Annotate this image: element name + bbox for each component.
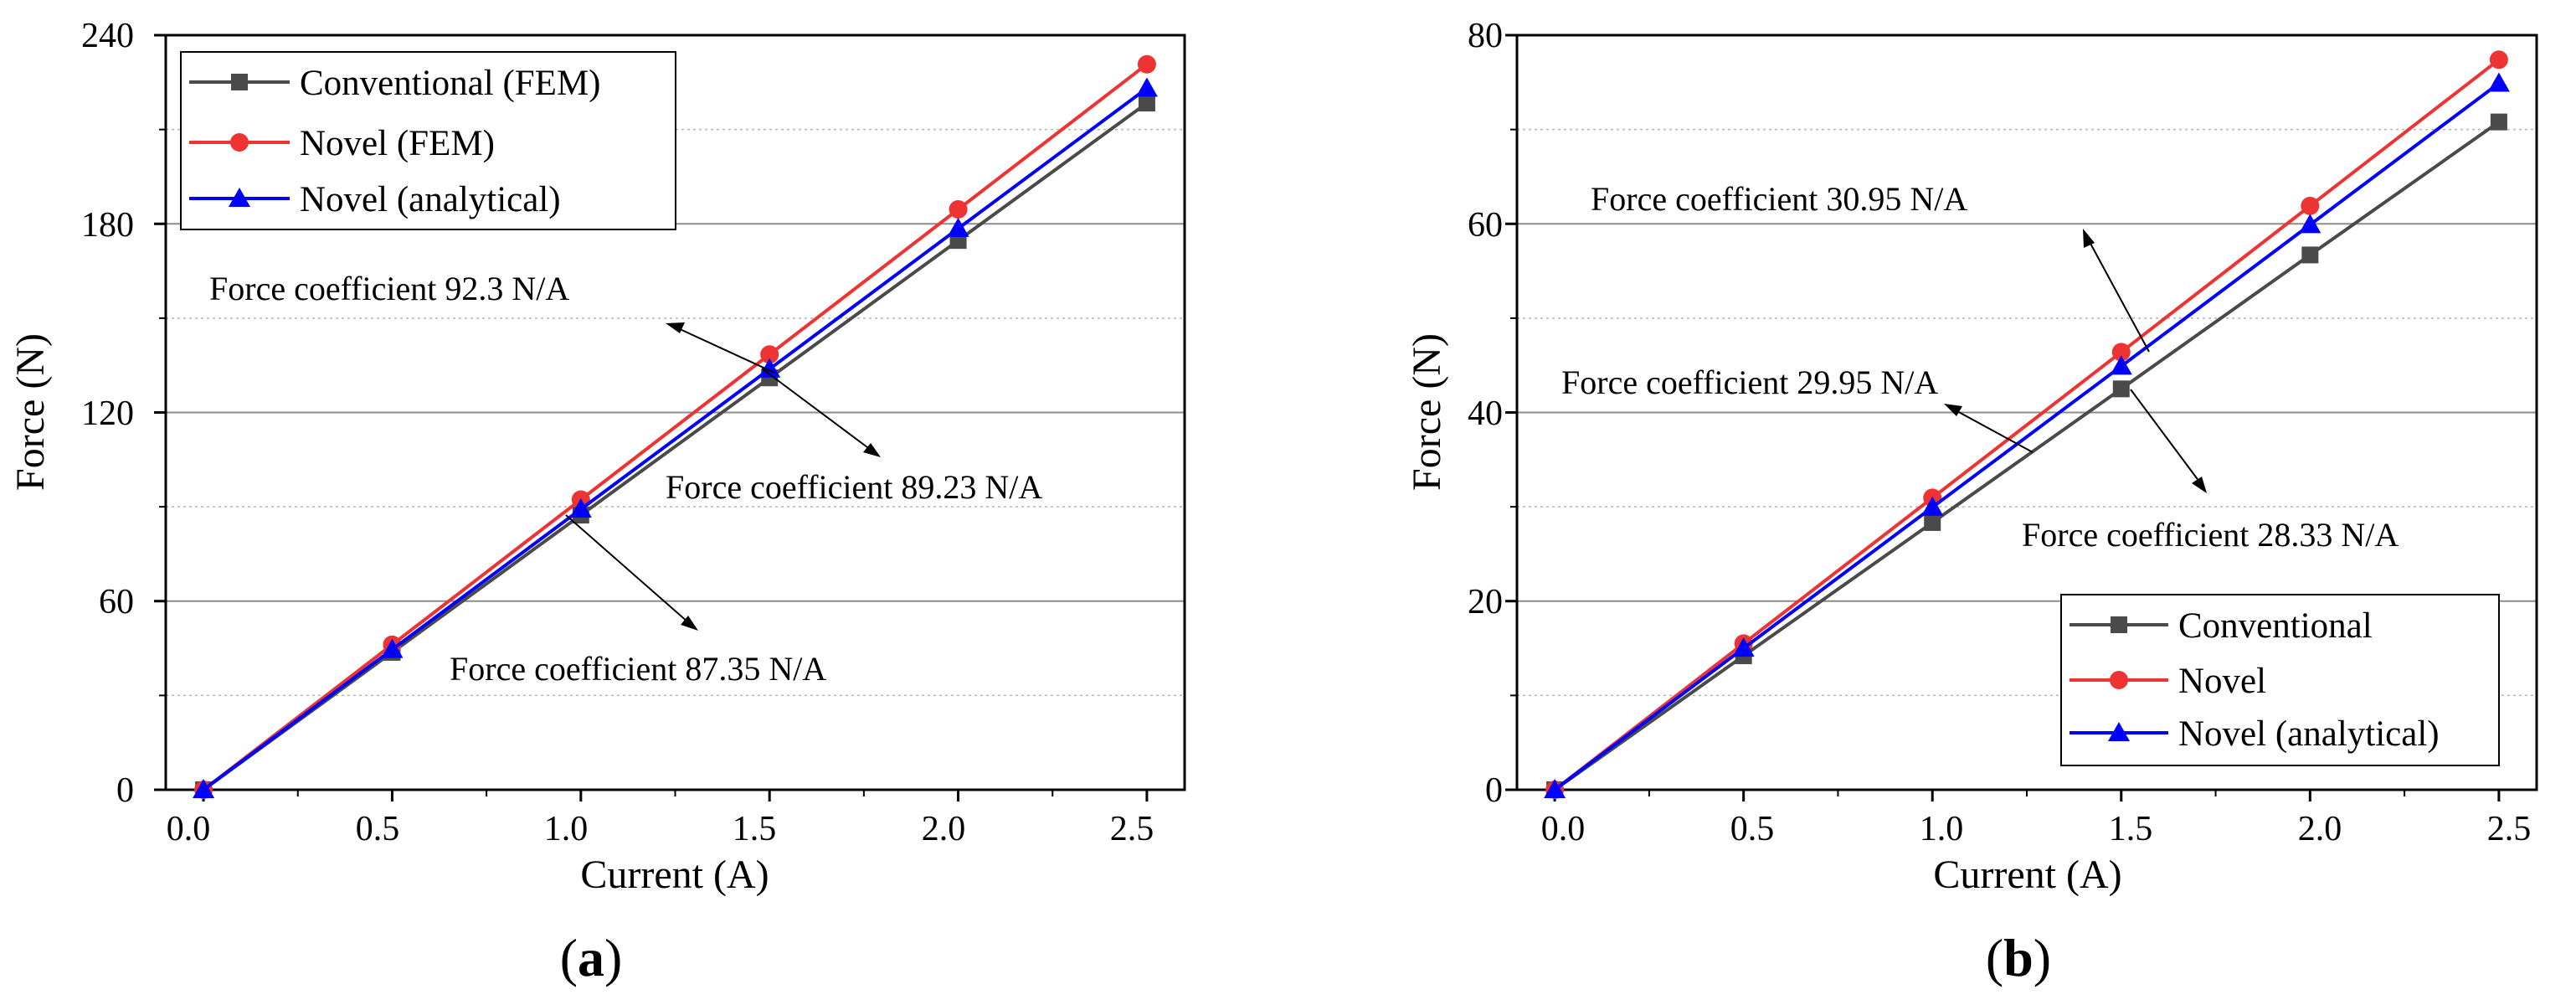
y-tick-label: 240: [81, 17, 134, 55]
series-conventional-line: [1553, 120, 2501, 791]
data-point-triangle: [1135, 77, 1158, 97]
data-point-triangle: [381, 638, 404, 658]
x-tick-label: 2.5: [2487, 810, 2532, 848]
legend-entry-conventional: Conventional: [2070, 606, 2373, 646]
annotation-text: Force coefficient 87.35 N/A: [450, 650, 826, 688]
annotation-text: Force coefficient 28.33 N/A: [2022, 516, 2399, 554]
data-point-triangle: [193, 779, 215, 798]
data-point-square: [2490, 113, 2507, 131]
series-conventional-fem-line: [202, 101, 1149, 791]
legend-entry-novel-analytical: Novel (analytical): [189, 180, 561, 219]
y-tick-label: 180: [81, 206, 134, 245]
data-point-square: [2112, 380, 2130, 398]
x-tick-label: 0.5: [1730, 810, 1775, 848]
series-group: [1544, 50, 2510, 799]
y-tick-label: 0: [116, 771, 134, 810]
x-tick-label: 0.0: [167, 810, 211, 848]
y-tick-label: 0: [1485, 771, 1503, 810]
x-tick-label: 0.0: [1541, 810, 1586, 848]
data-point-square: [1138, 95, 1155, 112]
data-point-triangle: [1732, 637, 1755, 657]
x-tick-label: 1.5: [733, 810, 777, 848]
annotation-text: Force coefficient 30.95 N/A: [1591, 180, 1967, 218]
svg-text:Conventional (FEM): Conventional (FEM): [300, 64, 601, 103]
series-novel-analytical-line: [1553, 81, 2501, 791]
chart-panel-a: 0.0 0.5 1.0 1.5 2.0 2.5 0 60 120 180 240…: [8, 17, 1186, 987]
legend-entry-novel-fem: Novel (FEM): [189, 124, 495, 163]
legend: Conventional Novel Novel (analytical): [2060, 594, 2500, 766]
series-novel-fem-line: [202, 63, 1149, 791]
x-tick-label: 2.5: [1110, 810, 1154, 848]
svg-text:Novel (analytical): Novel (analytical): [300, 180, 561, 219]
x-tick-label: 1.0: [1920, 810, 1964, 848]
y-tick-label: 120: [81, 394, 134, 433]
y-axis-label: Force (N): [1405, 333, 1449, 491]
data-point-triangle: [2110, 355, 2132, 375]
data-point-square: [1924, 513, 1941, 531]
y-tick-label: 60: [99, 583, 134, 621]
series-novel-analytical-line: [202, 86, 1149, 791]
series-group: [193, 54, 1158, 799]
data-point-triangle: [1544, 779, 1566, 798]
x-tick-label: 1.0: [544, 810, 589, 848]
annotation-text: Force coefficient 92.3 N/A: [209, 270, 569, 307]
annotation-text: Force coefficient 29.95 N/A: [1561, 363, 1938, 401]
y-tick-label: 80: [1468, 17, 1503, 55]
data-point-circle: [760, 345, 779, 364]
panel-label: (a): [560, 928, 623, 987]
x-tick-label: 0.5: [356, 810, 400, 848]
data-point-triangle: [1921, 496, 1944, 516]
y-tick-label: 40: [1468, 394, 1503, 433]
legend-entry-novel: Novel: [2070, 662, 2266, 701]
data-point-circle: [2111, 343, 2131, 362]
svg-text:Conventional: Conventional: [2178, 606, 2373, 646]
x-tick-label: 2.0: [922, 810, 966, 848]
data-point-circle: [949, 199, 968, 219]
data-point-triangle: [947, 217, 969, 237]
svg-text:Novel: Novel: [2178, 662, 2266, 701]
data-point-triangle: [2299, 214, 2321, 234]
x-axis-label: Current (A): [1933, 853, 2121, 897]
legend: Conventional (FEM) Novel (FEM) Novel (an…: [180, 51, 676, 230]
x-axis-label: Current (A): [580, 853, 769, 897]
data-point-square: [2301, 246, 2319, 264]
data-point-circle: [2489, 50, 2508, 70]
annotation-arrows: [565, 322, 881, 631]
legend-entry-novel-analytical: Novel (analytical): [2070, 714, 2440, 754]
axis-ticks: [154, 34, 1149, 801]
annotation-text: Force coefficient 89.23 N/A: [666, 468, 1042, 506]
data-point-triangle: [569, 498, 592, 518]
chart-panel-b: 0.0 0.5 1.0 1.5 2.0 2.5 0 20 40 60 80 Cu…: [1405, 17, 2538, 987]
legend-entry-conventional-fem: Conventional (FEM): [189, 64, 601, 103]
series-novel-line: [1553, 58, 2501, 791]
x-tick-label: 2.0: [2298, 810, 2342, 848]
panel-label: (b): [1986, 928, 2051, 987]
svg-text:Novel (analytical): Novel (analytical): [2178, 714, 2440, 754]
y-tick-label: 60: [1468, 206, 1503, 245]
data-point-triangle: [2487, 72, 2510, 92]
svg-text:Novel (FEM): Novel (FEM): [300, 124, 495, 163]
x-tick-label: 1.5: [2109, 810, 2153, 848]
y-tick-label: 20: [1468, 583, 1503, 621]
data-point-triangle: [758, 358, 781, 378]
data-point-circle: [1137, 54, 1156, 74]
annotation-arrows: [1944, 229, 2207, 493]
data-point-circle: [2301, 196, 2320, 215]
y-axis-label: Force (N): [8, 333, 53, 491]
